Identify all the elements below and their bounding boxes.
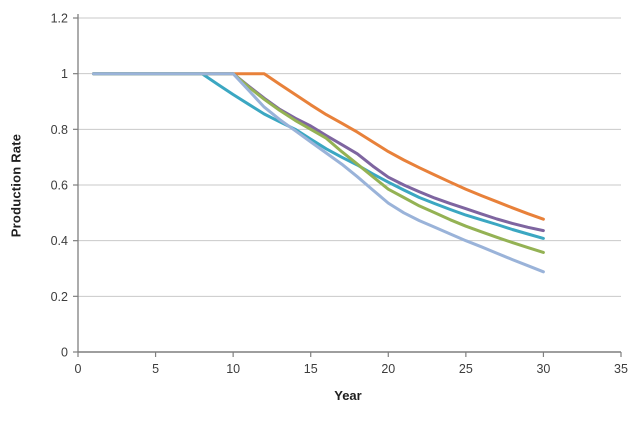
x-tick-label: 20 bbox=[381, 362, 395, 376]
y-tick-label: 0.6 bbox=[51, 179, 68, 193]
x-tick-label: 5 bbox=[152, 362, 159, 376]
x-axis-title: Year bbox=[334, 388, 362, 403]
x-tick-label: 35 bbox=[614, 362, 628, 376]
y-tick-label: 1.2 bbox=[51, 12, 68, 26]
y-tick-label: 0.4 bbox=[51, 234, 68, 248]
x-tick-label: 15 bbox=[304, 362, 318, 376]
y-tick-label: 0.8 bbox=[51, 123, 68, 137]
x-tick-label: 10 bbox=[226, 362, 240, 376]
x-tick-label: 30 bbox=[536, 362, 550, 376]
series-line-decline-onset-year-10-slow bbox=[92, 72, 545, 233]
x-tick-label: 0 bbox=[75, 362, 82, 376]
y-tick-label: 0.2 bbox=[51, 290, 68, 304]
series-line-decline-onset-year-8 bbox=[92, 72, 545, 240]
series-line-decline-onset-year-10-medium bbox=[92, 72, 545, 254]
series-line-decline-onset-year-12 bbox=[92, 72, 545, 221]
y-tick-label: 0 bbox=[61, 346, 68, 360]
y-axis-title: Production Rate bbox=[8, 133, 24, 238]
y-tick-label: 1 bbox=[61, 67, 68, 81]
series-line-decline-onset-year-10-fast bbox=[92, 72, 545, 274]
x-tick-label: 25 bbox=[459, 362, 473, 376]
